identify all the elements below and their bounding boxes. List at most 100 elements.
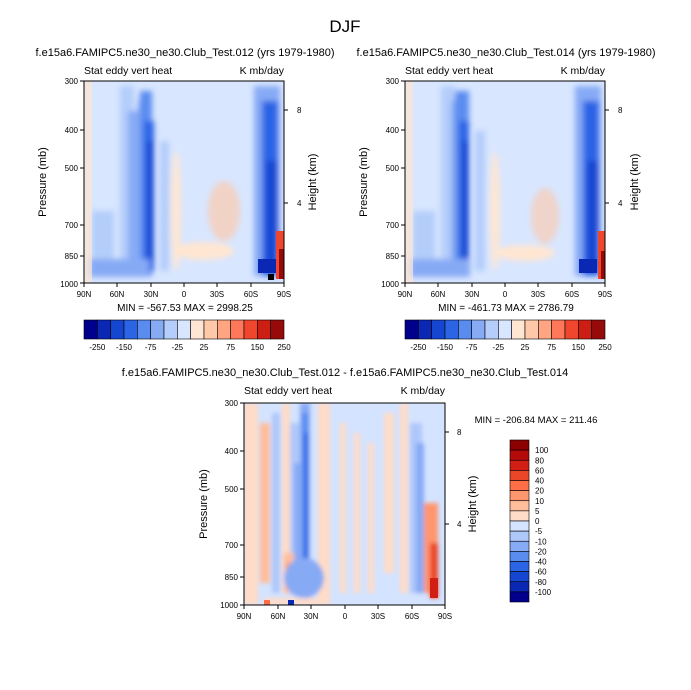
panel-2-ylabel: Pressure (mb): [358, 147, 370, 217]
colorbar-diff-swatch-9: [509, 530, 530, 542]
panel-3-rtick-8: 8: [457, 428, 462, 437]
colorbar-top-1-swatch-1: [97, 319, 111, 340]
panel-3-ytick-700: 700: [225, 541, 239, 550]
panel-3-xtick-30s: 30S: [371, 612, 385, 621]
panel-2-rtick-8: 8: [618, 106, 623, 115]
colorbar-top-2-swatch-14: [591, 319, 606, 340]
panel-3-ytick-500: 500: [225, 485, 239, 494]
colorbar-top-1-swatch-0: [83, 319, 98, 340]
colorbar-top-1-swatch-2: [110, 319, 125, 340]
colorbar-diff-label: 100: [535, 446, 549, 455]
panel-2-ylabel-right: Height (km): [629, 154, 641, 211]
colorbar-top-1-swatch-10: [217, 319, 231, 340]
colorbar-diff-swatch-11: [509, 551, 530, 562]
colorbar-top-2-swatch-12: [564, 319, 579, 340]
panel-1-xtick-90s: 90S: [277, 290, 291, 299]
panel-3-x-ticks: 90N 60N 30N 0 30S 60S 90S: [237, 605, 452, 621]
colorbar-top-2-swatch-5: [471, 319, 486, 340]
panel-3-title: f.e15a6.FAMIPC5.ne30_ne30.Club_Test.012 …: [122, 367, 568, 379]
colorbar-top-1-label: 250: [277, 343, 291, 352]
panel-3-xtick-90s: 90S: [438, 612, 452, 621]
panel-1-ylabel-right: Height (km): [307, 154, 319, 211]
colorbar-top-2-swatch-9: [524, 319, 539, 340]
panel-3-xtick-90n: 90N: [237, 612, 252, 621]
colorbar-top-2-swatch-4: [458, 319, 472, 340]
panel-1-xtick-30s: 30S: [210, 290, 224, 299]
panel-1-xtick-90n: 90N: [77, 290, 92, 299]
panel-1-y-ticks: 300 400 500 700 850 1000: [60, 77, 84, 289]
panel-3-stats: MIN = -206.84 MAX = 211.46: [475, 415, 598, 426]
panel-1-xtick-60s: 60S: [244, 290, 258, 299]
panel-2-xtick-90s: 90S: [598, 290, 612, 299]
panel-2-contour-field: [405, 81, 605, 283]
panel-2-xtick-60n: 60N: [431, 290, 446, 299]
panel-1-xtick-30n: 30N: [144, 290, 159, 299]
panel-3-xtick-30n: 30N: [304, 612, 319, 621]
colorbar-diff-swatch-0: [509, 439, 530, 451]
colorbar-top-1-swatch-11: [230, 319, 245, 340]
colorbar-diff-swatch-4: [509, 480, 530, 491]
panel-2-ytick-850: 850: [386, 252, 400, 261]
colorbar-diff-label: -80: [535, 578, 547, 587]
colorbar-diff-label: -10: [535, 537, 547, 546]
colorbar-diff-swatch-13: [509, 571, 530, 583]
colorbar-top-1-swatch-9: [203, 319, 218, 340]
colorbar-diff-swatch-14: [509, 581, 530, 593]
panel-1-x-ticks: 90N 60N 30N 0 30S 60S 90S: [77, 283, 291, 299]
panel-2-ytick-300: 300: [386, 77, 400, 86]
panel-2-ytick-1000: 1000: [381, 280, 399, 289]
figure-title: DJF: [329, 17, 360, 36]
panel-3-ytick-300: 300: [225, 399, 239, 408]
panel-3-xtick-0: 0: [343, 612, 348, 621]
panel-3-ytick-1000: 1000: [220, 601, 238, 610]
panel-3-right-string: K mb/day: [401, 385, 446, 397]
colorbar-top-2-label: 250: [598, 343, 612, 352]
panel-3: f.e15a6.FAMIPC5.ne30_ne30.Club_Test.012 …: [122, 367, 598, 621]
panel-1-ytick-850: 850: [65, 252, 79, 261]
panel-2-x-ticks: 90N 60N 30N 0 30S 60S 90S: [398, 283, 612, 299]
panel-2-colorbar: -250 -150 -75 -25 25 75 150 250: [404, 319, 612, 352]
panel-2-left-string: Stat eddy vert heat: [405, 65, 493, 77]
panel-2-right-string: K mb/day: [561, 65, 606, 77]
colorbar-top-1-swatch-7: [177, 319, 191, 340]
panel-2-ytick-400: 400: [386, 126, 400, 135]
panel-3-y-ticks: 300 400 500 700 850 1000: [220, 399, 244, 610]
colorbar-top-2-label: -75: [466, 343, 478, 352]
colorbar-diff-label: 10: [535, 497, 544, 506]
panel-2-ytick-500: 500: [386, 164, 400, 173]
panel-1-stats: MIN = -567.53 MAX = 2998.25: [117, 303, 253, 314]
panel-3-ytick-400: 400: [225, 447, 239, 456]
panel-1-contour-field: [84, 81, 284, 283]
colorbar-top-1-swatch-5: [150, 319, 165, 340]
panel-1-xtick-0: 0: [182, 290, 187, 299]
panel-2-xtick-30s: 30S: [531, 290, 545, 299]
panel-3-contour-field: [244, 403, 445, 605]
panel-1-ytick-700: 700: [65, 221, 79, 230]
colorbar-diff-swatch-8: [509, 520, 530, 532]
colorbar-top-1-label: 150: [251, 343, 265, 352]
panel-1: f.e15a6.FAMIPC5.ne30_ne30.Club_Test.012 …: [35, 47, 334, 314]
colorbar-top-2-swatch-6: [484, 319, 499, 340]
panel-2-xtick-60s: 60S: [565, 290, 579, 299]
panel-1-ytick-300: 300: [65, 77, 79, 86]
colorbar-top-1-swatch-3: [123, 319, 138, 340]
colorbar-top-2-swatch-2: [431, 319, 446, 340]
panel-1-ylabel: Pressure (mb): [37, 147, 49, 217]
colorbar-diff-label: 80: [535, 456, 544, 465]
panel-3-left-string: Stat eddy vert heat: [244, 385, 332, 397]
colorbar-top-2-swatch-11: [551, 319, 566, 340]
colorbar-diff-label: -20: [535, 547, 547, 556]
colorbar-diff-label: -60: [535, 568, 547, 577]
colorbar-top-1-swatch-4: [137, 319, 151, 340]
colorbar-top-1-swatch-14: [270, 319, 285, 340]
colorbar-top-2-label: 150: [572, 343, 586, 352]
colorbar-top-2-swatch-13: [578, 319, 592, 340]
colorbar-top-2-swatch-7: [498, 319, 512, 340]
colorbar-diff-swatch-7: [509, 510, 530, 522]
panel-1-right-string: K mb/day: [240, 65, 285, 77]
panel-1-colorbar: -250 -150 -75 -25 25 75 150 250: [83, 319, 291, 352]
colorbar-top-1-label: 75: [226, 343, 235, 352]
colorbar-top-2-swatch-3: [444, 319, 459, 340]
panel-1-right-ticks: 8 4: [284, 106, 302, 208]
